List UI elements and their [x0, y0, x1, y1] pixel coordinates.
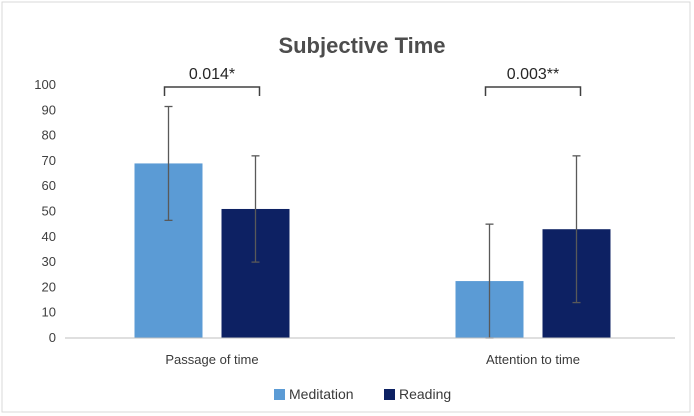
p-value-label: 0.014* — [189, 66, 235, 83]
y-tick-label: 90 — [42, 102, 56, 117]
y-tick-label: 30 — [42, 254, 56, 269]
x-category-label: Passage of time — [165, 352, 258, 367]
legend-swatch-meditation — [274, 389, 285, 400]
y-tick-label: 40 — [42, 229, 56, 244]
legend-label-meditation: Meditation — [289, 386, 354, 402]
y-axis: 0 10 20 30 40 50 60 70 80 90 100 — [34, 77, 56, 345]
legend-label-reading: Reading — [399, 386, 451, 402]
chart-title: Subjective Time — [278, 33, 445, 58]
y-tick-label: 10 — [42, 305, 56, 320]
legend: Meditation Reading — [274, 386, 451, 402]
y-tick-label: 100 — [34, 77, 56, 92]
significance-annotations: 0.014* 0.003** — [163, 66, 582, 96]
legend-swatch-reading — [384, 389, 395, 400]
x-axis-categories: Passage of time Attention to time — [65, 337, 675, 367]
significance-bracket — [484, 86, 582, 96]
y-tick-label: 20 — [42, 279, 56, 294]
y-tick-label: 50 — [42, 204, 56, 219]
y-tick-label: 80 — [42, 128, 56, 143]
significance-bracket — [163, 86, 261, 96]
y-tick-label: 70 — [42, 153, 56, 168]
x-category-label: Attention to time — [486, 352, 580, 367]
y-tick-label: 60 — [42, 178, 56, 193]
y-tick-label: 0 — [49, 330, 56, 345]
p-value-label: 0.003** — [507, 66, 560, 83]
